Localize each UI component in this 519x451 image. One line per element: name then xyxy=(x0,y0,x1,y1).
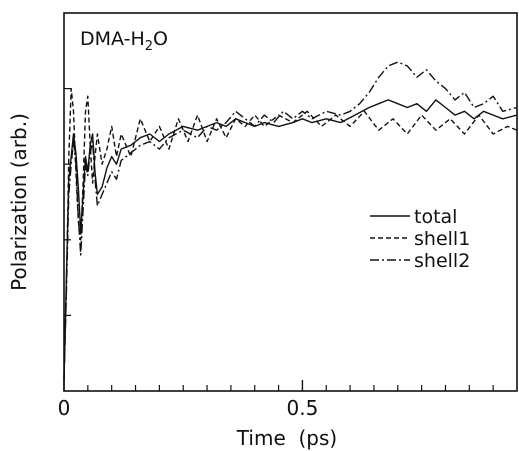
plot-frame xyxy=(63,12,518,392)
x-tick-label: 0 xyxy=(58,396,71,420)
x-axis-label: Time (ps) xyxy=(236,426,337,450)
panel-label: DMA-H2O xyxy=(80,28,168,54)
x-ticks: 0 0.5 xyxy=(58,380,494,420)
series-layer xyxy=(63,61,518,380)
panel-label-base: DMA-H xyxy=(80,28,145,50)
panel-label-tail: O xyxy=(153,28,168,50)
series-line-total xyxy=(63,99,518,380)
legend-label-total: total xyxy=(414,206,457,228)
series-line-shell1 xyxy=(63,87,518,380)
legend-label-shell1: shell1 xyxy=(414,228,470,250)
x-tick-label: 0.5 xyxy=(287,396,319,420)
y-axis-label: Polarization (arb.) xyxy=(7,113,31,291)
panel-label-subscript: 2 xyxy=(145,39,153,54)
series-line-shell2 xyxy=(63,61,518,380)
legend-label-shell2: shell2 xyxy=(414,250,470,272)
